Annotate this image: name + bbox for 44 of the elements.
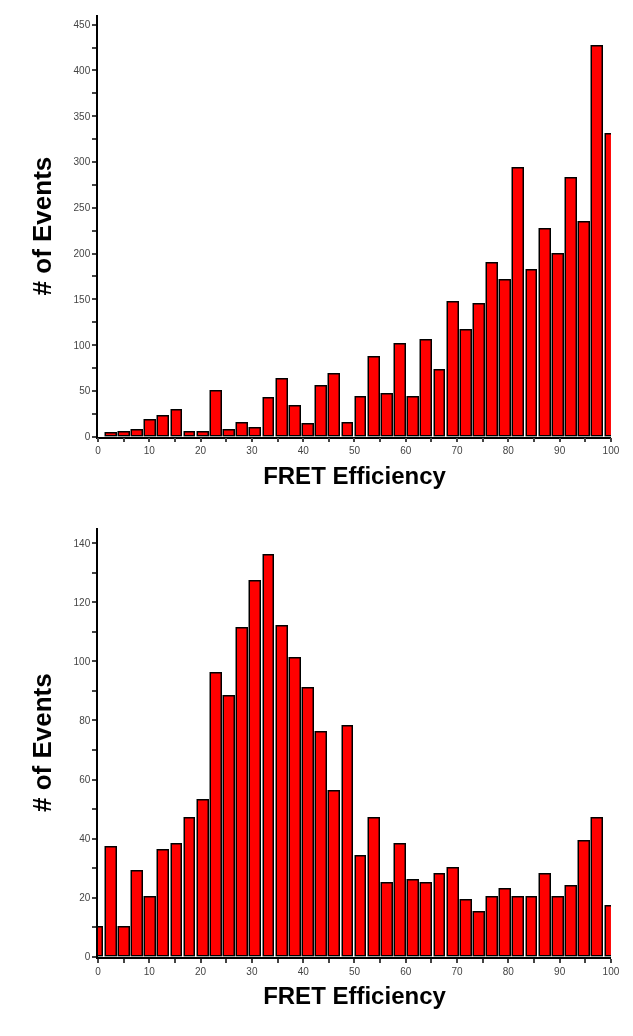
x-tick-label: 0 [95, 965, 102, 977]
y-tick-label: 50 [79, 385, 91, 397]
x-tick-label: 70 [451, 965, 464, 977]
y-tick-label: 300 [73, 156, 91, 168]
x-tick-label: 70 [451, 445, 464, 457]
y-axis-title: # of Events [27, 673, 58, 812]
y-tick-label: 80 [79, 714, 91, 726]
y-tick-label: 0 [84, 431, 91, 443]
x-tick-label: 20 [195, 965, 207, 977]
y-tick-label: 0 [84, 951, 91, 963]
y-tick-label: 200 [73, 248, 91, 260]
y-tick-label: 150 [73, 293, 91, 305]
x-tick-label: 90 [554, 965, 566, 977]
x-tick-label: 80 [502, 965, 515, 977]
x-tick-label: 0 [95, 445, 102, 457]
x-tick-label: 20 [195, 445, 207, 457]
y-tick-label: 100 [73, 339, 91, 351]
y-tick-label: 120 [73, 596, 91, 608]
x-tick-label: 100 [602, 965, 620, 977]
y-tick-label: 250 [73, 202, 91, 214]
x-tick-label: 30 [246, 965, 258, 977]
x-tick-label: 10 [143, 445, 156, 457]
y-tick-label: 60 [79, 774, 91, 786]
x-tick-label: 40 [297, 445, 310, 457]
x-tick-label: 50 [348, 445, 361, 457]
x-tick-label: 60 [400, 445, 412, 457]
x-tick-label: 40 [297, 965, 310, 977]
x-tick-label: 50 [348, 965, 361, 977]
y-tick-label: 350 [73, 110, 91, 122]
y-tick-label: 40 [79, 833, 91, 845]
y-tick-label: 450 [73, 19, 91, 31]
y-tick-label: 140 [73, 537, 91, 549]
x-tick-label: 30 [246, 445, 258, 457]
y-tick-label: 20 [79, 892, 91, 904]
y-tick-label: 400 [73, 64, 91, 76]
x-tick-label: 80 [502, 445, 515, 457]
y-tick-label: 100 [73, 655, 91, 667]
x-tick-label: 90 [554, 445, 566, 457]
x-tick-label: 10 [143, 965, 156, 977]
x-axis-title: FRET Efficiency [263, 982, 447, 1010]
x-tick-label: 100 [602, 445, 620, 457]
x-axis-title: FRET Efficiency [263, 462, 447, 490]
x-tick-label: 60 [400, 965, 412, 977]
y-axis-title: # of Events [27, 156, 58, 296]
